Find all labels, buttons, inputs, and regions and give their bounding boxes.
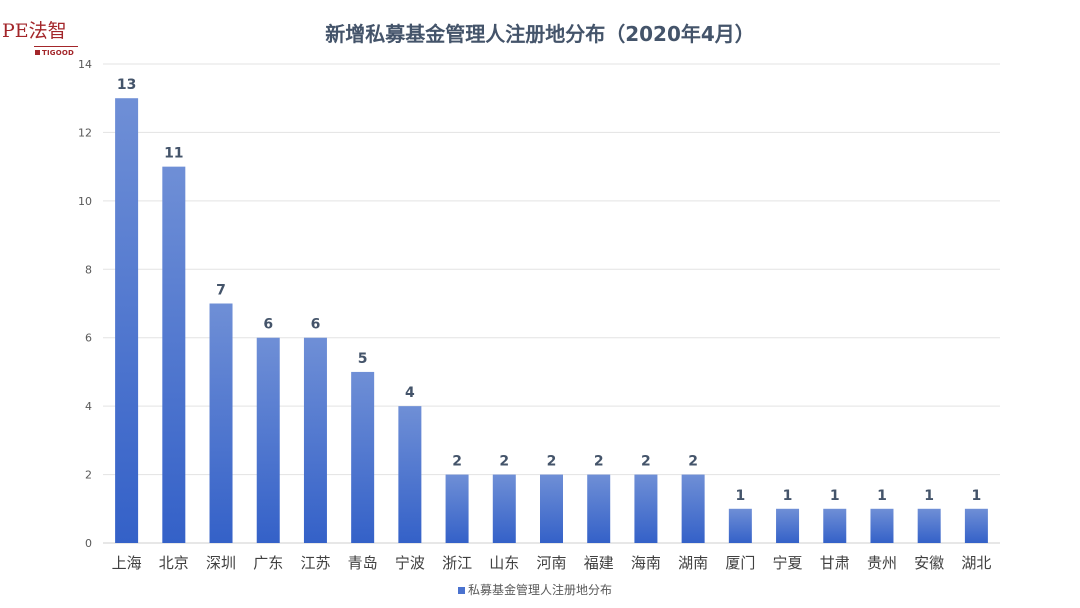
bar bbox=[351, 371, 375, 543]
x-axis-labels: 上海 北京 深圳 广东 江苏 青岛 宁波 浙江 山东 河南 福建 海南 湖南 厦门 宁夏 甘肃 贵州 安徽 湖北 bbox=[112, 554, 992, 572]
x-tick-label: 上海 bbox=[112, 554, 142, 572]
bar bbox=[681, 474, 705, 543]
x-tick-label: 北京 bbox=[159, 554, 189, 572]
bar bbox=[398, 406, 422, 543]
brand-logo: PE法智 TIGOOD bbox=[2, 18, 82, 64]
value-label: 7 bbox=[216, 283, 226, 299]
value-label: 1 bbox=[783, 488, 793, 504]
legend-swatch bbox=[458, 587, 465, 594]
x-tick-label: 安徽 bbox=[914, 554, 944, 572]
x-tick-label: 广东 bbox=[253, 554, 283, 572]
x-tick-label: 浙江 bbox=[442, 554, 472, 572]
x-tick-label: 青岛 bbox=[348, 554, 378, 572]
bar bbox=[256, 337, 280, 543]
bar bbox=[540, 474, 563, 543]
y-tick-label: 6 bbox=[85, 332, 92, 345]
y-tick-label: 4 bbox=[85, 400, 92, 413]
x-tick-label: 厦门 bbox=[725, 554, 755, 572]
logo-subtitle: TIGOOD bbox=[35, 49, 74, 57]
value-label: 6 bbox=[263, 317, 273, 333]
value-label: 13 bbox=[117, 77, 136, 93]
value-label: 2 bbox=[499, 454, 509, 470]
bar bbox=[162, 166, 186, 543]
bar bbox=[209, 303, 233, 543]
x-tick-label: 贵州 bbox=[867, 554, 897, 572]
legend: 私募基金管理人注册地分布 bbox=[458, 582, 612, 597]
value-label: 1 bbox=[735, 488, 745, 504]
value-label: 1 bbox=[830, 488, 840, 504]
y-tick-label: 10 bbox=[78, 195, 92, 208]
x-tick-label: 湖北 bbox=[961, 554, 991, 572]
y-tick-label: 12 bbox=[78, 126, 92, 139]
logo-rule bbox=[34, 46, 78, 47]
bar bbox=[964, 508, 988, 543]
x-tick-label: 宁夏 bbox=[773, 554, 803, 572]
grid-lines bbox=[103, 63, 1000, 544]
bar bbox=[492, 474, 516, 543]
x-tick-label: 江苏 bbox=[300, 554, 330, 572]
y-tick-label: 0 bbox=[85, 537, 92, 550]
x-tick-label: 宁波 bbox=[395, 554, 425, 572]
value-label: 2 bbox=[547, 454, 557, 470]
x-tick-label: 深圳 bbox=[206, 554, 236, 572]
value-label: 4 bbox=[405, 385, 415, 401]
value-label: 2 bbox=[641, 454, 651, 470]
bar bbox=[870, 508, 894, 543]
value-label: 5 bbox=[358, 351, 368, 367]
x-tick-label: 山东 bbox=[489, 554, 519, 572]
value-label: 2 bbox=[594, 454, 604, 470]
x-tick-label: 湖南 bbox=[678, 554, 708, 572]
legend-label: 私募基金管理人注册地分布 bbox=[468, 582, 612, 597]
value-label: 11 bbox=[164, 146, 183, 162]
value-label: 2 bbox=[688, 454, 698, 470]
x-tick-label: 甘肃 bbox=[820, 554, 850, 572]
logo-square-icon bbox=[35, 50, 40, 55]
logo-subtitle-text: TIGOOD bbox=[42, 49, 75, 57]
bar bbox=[634, 474, 658, 543]
x-tick-label: 福建 bbox=[584, 554, 614, 572]
chart-title: 新增私募基金管理人注册地分布（2020年4月） bbox=[325, 22, 755, 46]
y-tick-label: 2 bbox=[85, 469, 92, 482]
bar bbox=[823, 508, 847, 543]
logo-wordmark: PE法智 bbox=[2, 20, 67, 42]
bar bbox=[587, 474, 611, 543]
value-label: 1 bbox=[924, 488, 934, 504]
value-label: 6 bbox=[311, 317, 321, 333]
bar bbox=[776, 508, 800, 543]
y-tick-label: 14 bbox=[78, 58, 92, 71]
x-tick-label: 河南 bbox=[536, 554, 566, 572]
bars bbox=[115, 98, 988, 543]
y-axis-ticks: 0 2 4 6 8 10 12 14 bbox=[78, 58, 92, 550]
value-label: 1 bbox=[877, 488, 887, 504]
bar bbox=[917, 508, 941, 543]
value-label: 2 bbox=[452, 454, 462, 470]
bar bbox=[445, 474, 469, 543]
bar bbox=[303, 337, 327, 543]
value-label: 1 bbox=[972, 488, 982, 504]
bar bbox=[115, 98, 139, 543]
x-tick-label: 海南 bbox=[631, 554, 661, 572]
bar bbox=[728, 508, 752, 543]
y-tick-label: 8 bbox=[85, 263, 92, 276]
